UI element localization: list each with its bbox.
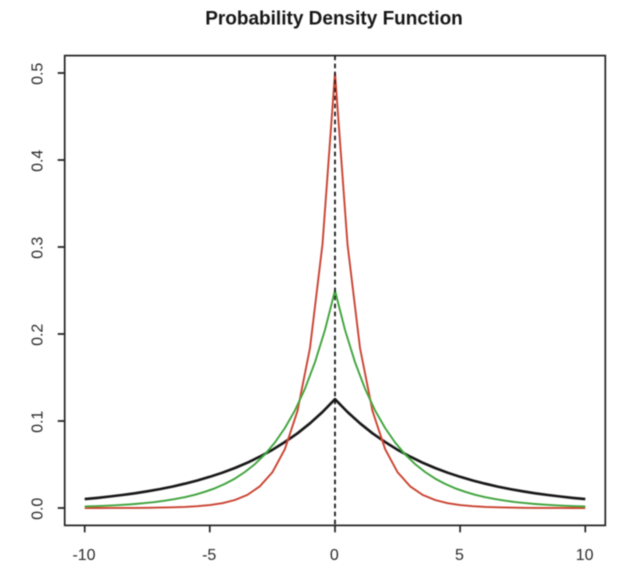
svg-text:-5: -5	[202, 547, 216, 564]
svg-text:0.2: 0.2	[29, 324, 46, 346]
svg-text:0.3: 0.3	[29, 237, 46, 259]
svg-text:0: 0	[330, 547, 339, 564]
svg-text:10: 10	[576, 547, 594, 564]
svg-text:0.5: 0.5	[29, 63, 46, 85]
svg-text:0.4: 0.4	[29, 150, 46, 172]
svg-text:0.0: 0.0	[29, 498, 46, 520]
svg-text:Probability Density Function: Probability Density Function	[205, 9, 463, 30]
svg-text:-10: -10	[72, 547, 95, 564]
svg-text:5: 5	[455, 547, 464, 564]
svg-text:0.1: 0.1	[29, 411, 46, 433]
